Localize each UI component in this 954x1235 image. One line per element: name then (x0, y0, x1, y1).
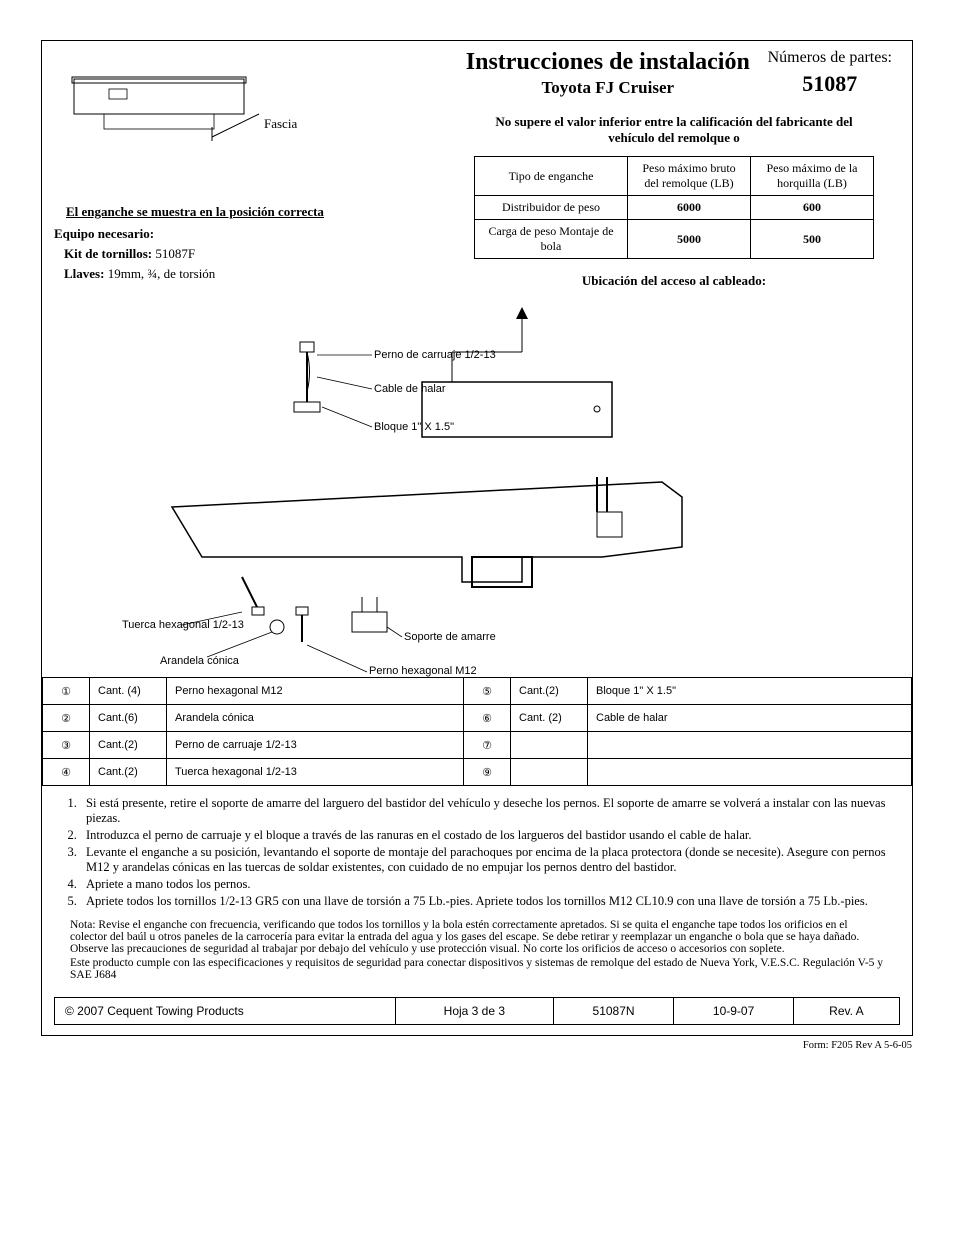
parts-cell: ⑥ (464, 705, 511, 732)
footer-date: 10-9-07 (674, 998, 793, 1025)
parts-cell: ④ (43, 759, 90, 786)
wiring-label: Ubicación del acceso al cableado: (448, 273, 900, 289)
instruction-item: Apriete todos los tornillos 1/2-13 GR5 c… (80, 894, 894, 909)
top-right-panel: Instrucciones de instalación Toyota FJ C… (436, 41, 912, 297)
footer-copyright: © 2007 Cequent Towing Products (55, 998, 396, 1025)
page-border: Fascia El enganche se muestra en la posi… (41, 40, 913, 1036)
parts-cell: ③ (43, 732, 90, 759)
fascia-label: Fascia (264, 116, 634, 132)
instruction-item: Introduzca el perno de carruaje y el blo… (80, 828, 894, 843)
parts-cell: Tuerca hexagonal 1/2-13 (167, 759, 464, 786)
parts-cell: Cant. (4) (90, 678, 167, 705)
parts-cell: Bloque 1" X 1.5" (588, 678, 912, 705)
parts-cell: Cable de halar (588, 705, 912, 732)
title-sub: Toyota FJ Cruiser (448, 78, 768, 98)
parts-cell: Cant.(2) (90, 732, 167, 759)
note1: Nota: Revise el enganche con frecuencia,… (70, 919, 884, 955)
rating-cell: Carga de peso Montaje de bola (475, 220, 628, 259)
parts-cell (511, 732, 588, 759)
parts-table: ① Cant. (4) Perno hexagonal M12 ⑤ Cant.(… (42, 677, 912, 786)
equipment-label: Equipo necesario: (54, 226, 424, 242)
rating-cell: Distribuidor de peso (475, 196, 628, 220)
wrenches-line: Llaves: 19mm, ¾, de torsión (64, 266, 424, 282)
parts-cell: Cant.(6) (90, 705, 167, 732)
note-block: Nota: Revise el enganche con frecuencia,… (42, 915, 912, 991)
label-tie-down: Soporte de amarre (404, 631, 496, 643)
rating-header-gtw: Peso máximo bruto del remolque (LB) (628, 157, 751, 196)
instructions-block: Si está presente, retire el soporte de a… (42, 786, 912, 915)
bolt-kit-line: Kit de tornillos: 51087F (64, 246, 424, 262)
parts-cell: ⑦ (464, 732, 511, 759)
title-main: Instrucciones de instalación (448, 49, 768, 76)
parts-cell: Perno hexagonal M12 (167, 678, 464, 705)
bolt-kit-value: 51087F (155, 246, 195, 261)
parts-cell: ① (43, 678, 90, 705)
parts-cell: ② (43, 705, 90, 732)
parts-cell: ⑤ (464, 678, 511, 705)
top-left-panel: Fascia El enganche se muestra en la posi… (42, 41, 436, 297)
parts-cell (588, 759, 912, 786)
parts-cell: Cant.(2) (90, 759, 167, 786)
footer-sheet: Hoja 3 de 3 (396, 998, 554, 1025)
rating-cell: 500 (751, 220, 874, 259)
label-block: Bloque 1" X 1.5" (374, 421, 454, 433)
rating-cell: 6000 (628, 196, 751, 220)
label-conical-washer: Arandela cónica (160, 655, 239, 667)
label-hex-bolt: Perno hexagonal M12 (369, 665, 477, 677)
form-note: Form: F205 Rev A 5-6-05 (42, 1040, 912, 1051)
instruction-item: Si está presente, retire el soporte de a… (80, 796, 894, 826)
wrenches-value: 19mm, ¾, de torsión (108, 266, 216, 281)
part-label: Números de partes: (768, 49, 892, 67)
rating-row: Distribuidor de peso 6000 600 (475, 196, 874, 220)
label-hex-nut: Tuerca hexagonal 1/2-13 (122, 619, 244, 631)
rating-cell: 5000 (628, 220, 751, 259)
diagram-area: Perno de carruaje 1/2-13 Cable de halar … (42, 297, 912, 677)
footer-pn: 51087N (553, 998, 674, 1025)
parts-cell (511, 759, 588, 786)
wrenches-label: Llaves: (64, 266, 104, 281)
rating-header-type: Tipo de enganche (475, 157, 628, 196)
position-note: El enganche se muestra en la posición co… (66, 204, 424, 220)
parts-cell: Perno de carruaje 1/2-13 (167, 732, 464, 759)
rating-header-tw: Peso máximo de la horquilla (LB) (751, 157, 874, 196)
rating-cell: 600 (751, 196, 874, 220)
instruction-item: Apriete a mano todos los pernos. (80, 877, 894, 892)
footer-table: © 2007 Cequent Towing Products Hoja 3 de… (54, 997, 900, 1025)
rating-table: Tipo de enganche Peso máximo bruto del r… (474, 156, 874, 259)
parts-cell: Cant.(2) (511, 678, 588, 705)
instruction-item: Levante el enganche a su posición, levan… (80, 845, 894, 875)
label-carriage-bolt: Perno de carruaje 1/2-13 (374, 349, 496, 361)
parts-cell: Arandela cónica (167, 705, 464, 732)
bolt-kit-label: Kit de tornillos: (64, 246, 152, 261)
parts-cell: Cant. (2) (511, 705, 588, 732)
label-pull-wire: Cable de halar (374, 383, 446, 395)
note2: Este producto cumple con las especificac… (70, 957, 884, 981)
parts-cell: ⑨ (464, 759, 511, 786)
rating-row: Carga de peso Montaje de bola 5000 500 (475, 220, 874, 259)
parts-cell (588, 732, 912, 759)
footer-rev: Rev. A (793, 998, 899, 1025)
part-number: 51087 (768, 71, 892, 97)
